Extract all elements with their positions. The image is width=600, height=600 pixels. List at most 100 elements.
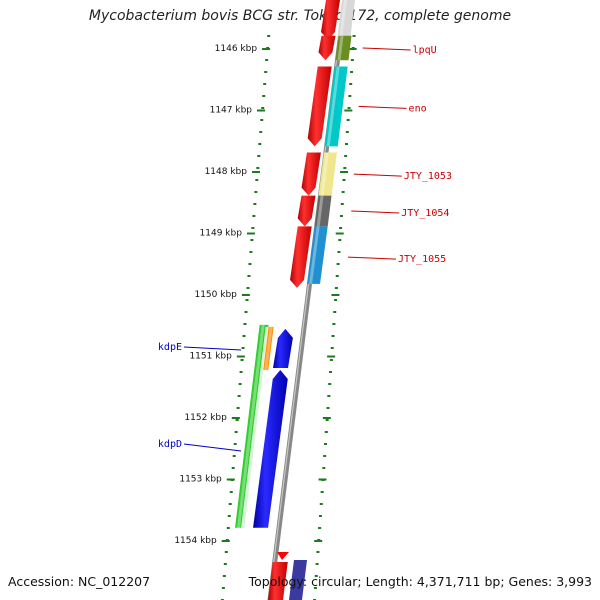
- minor-tick-left: [248, 263, 252, 265]
- major-tick-left: [221, 540, 230, 542]
- gene-label: kdpD: [158, 439, 182, 450]
- minor-tick-right: [335, 275, 339, 277]
- minor-tick-right: [329, 371, 333, 373]
- minor-tick-left: [247, 275, 251, 277]
- cds-arrow-reverse: [253, 369, 288, 528]
- gene-label: JTY_1053: [404, 171, 452, 182]
- major-tick-right: [331, 294, 340, 296]
- label-leader-line: [347, 256, 397, 260]
- minor-tick-left: [253, 203, 257, 205]
- minor-tick-right: [344, 143, 348, 145]
- gene-jty-1055: [290, 226, 328, 288]
- reverse-operon: [235, 324, 293, 528]
- minor-tick-right: [339, 227, 343, 229]
- minor-tick-right: [328, 383, 332, 385]
- minor-tick-right: [329, 359, 333, 361]
- minor-tick-right: [347, 107, 351, 109]
- minor-tick-left: [239, 371, 243, 373]
- minor-tick-left: [250, 239, 254, 241]
- gene-feature-bar: [337, 0, 355, 40]
- minor-tick-right: [330, 347, 334, 349]
- tick-label: 1154 kbp: [174, 536, 217, 546]
- tick-label: 1153 kbp: [179, 475, 222, 485]
- minor-tick-left: [233, 443, 237, 445]
- minor-tick-left: [246, 287, 250, 289]
- gene-feature-bar: [314, 195, 332, 227]
- cds-arrow-forward: [307, 66, 332, 147]
- minor-tick-right: [340, 203, 344, 205]
- minor-tick-right: [342, 179, 346, 181]
- minor-tick-right: [341, 191, 345, 193]
- minor-tick-left: [243, 323, 247, 325]
- gene-feature-bar: [335, 35, 352, 61]
- minor-tick-right: [323, 443, 327, 445]
- gene-jty-1054: [297, 195, 332, 227]
- minor-tick-left: [231, 467, 235, 469]
- minor-tick-right: [318, 515, 322, 517]
- tick-label: 1146 kbp: [215, 44, 258, 54]
- minor-tick-right: [324, 431, 328, 433]
- tick-label: 1149 kbp: [200, 229, 243, 239]
- minor-tick-right: [333, 311, 337, 313]
- minor-tick-left: [244, 311, 248, 313]
- minor-tick-right: [316, 551, 320, 553]
- minor-tick-right: [323, 455, 327, 457]
- minor-tick-left: [234, 431, 238, 433]
- minor-tick-right: [325, 419, 329, 421]
- genome-summary-text: Topology: circular; Length: 4,371,711 bp…: [248, 574, 592, 589]
- minor-tick-left: [265, 59, 269, 61]
- minor-tick-right: [348, 95, 352, 97]
- minor-tick-right: [313, 587, 317, 589]
- gene-labels: lpqU eno JTY_1053 JTY_1054 JTY_1055 kdpE kdpD: [158, 45, 452, 452]
- gene-feature-bar: [307, 226, 328, 284]
- minor-tick-right: [337, 251, 341, 253]
- minor-tick-left: [245, 299, 249, 301]
- gene-feature-bar: [318, 152, 337, 196]
- gene-label: JTY_1054: [401, 208, 449, 219]
- gene-jty-1053: [301, 152, 337, 196]
- tick-marks: 1146 kbp 1147 kbp 1148 kbp 1149 kbp 1150 kbp…: [174, 35, 357, 600]
- minor-tick-left: [263, 83, 267, 85]
- gene-feature-bar: [324, 66, 348, 147]
- minor-tick-left: [240, 359, 244, 361]
- gene-feature-bar: [262, 326, 274, 370]
- minor-tick-right: [352, 35, 356, 37]
- minor-tick-right: [350, 59, 354, 61]
- minor-tick-right: [322, 467, 326, 469]
- cds-arrow-forward: [318, 35, 336, 61]
- minor-tick-left: [249, 251, 253, 253]
- minor-tick-left: [238, 383, 242, 385]
- minor-tick-right: [350, 71, 354, 73]
- minor-tick-left: [241, 347, 245, 349]
- major-tick-right: [318, 478, 327, 481]
- major-tick-right: [348, 48, 357, 50]
- major-tick-right: [314, 540, 323, 542]
- minor-tick-left: [222, 575, 226, 577]
- minor-tick-left: [257, 155, 261, 157]
- minor-tick-right: [326, 407, 330, 409]
- accession-text: Accession: NC_012207: [8, 574, 151, 589]
- minor-tick-left: [255, 179, 259, 181]
- cds-arrow-forward: [297, 195, 316, 227]
- minor-tick-left: [262, 95, 266, 97]
- minor-tick-left: [258, 143, 262, 145]
- minor-tick-left: [237, 395, 241, 397]
- cds-arrow-reverse: [273, 328, 293, 368]
- major-tick-left: [251, 171, 260, 173]
- gene-label: lpqU: [413, 45, 437, 56]
- minor-tick-right: [327, 395, 331, 397]
- minor-tick-right: [344, 155, 348, 157]
- label-leader-line: [183, 346, 242, 351]
- minor-tick-left: [242, 335, 246, 337]
- minor-tick-left: [227, 515, 231, 517]
- minor-tick-right: [345, 131, 349, 133]
- tick-label: 1148 kbp: [205, 167, 248, 177]
- minor-tick-right: [332, 323, 336, 325]
- major-tick-right: [340, 171, 349, 173]
- cds-arrow-forward: [290, 226, 312, 288]
- major-tick-left: [236, 355, 245, 358]
- feature-track: [235, 0, 355, 600]
- minor-tick-left: [229, 491, 233, 493]
- tick-label: 1152 kbp: [184, 413, 227, 423]
- major-tick-left: [246, 232, 255, 235]
